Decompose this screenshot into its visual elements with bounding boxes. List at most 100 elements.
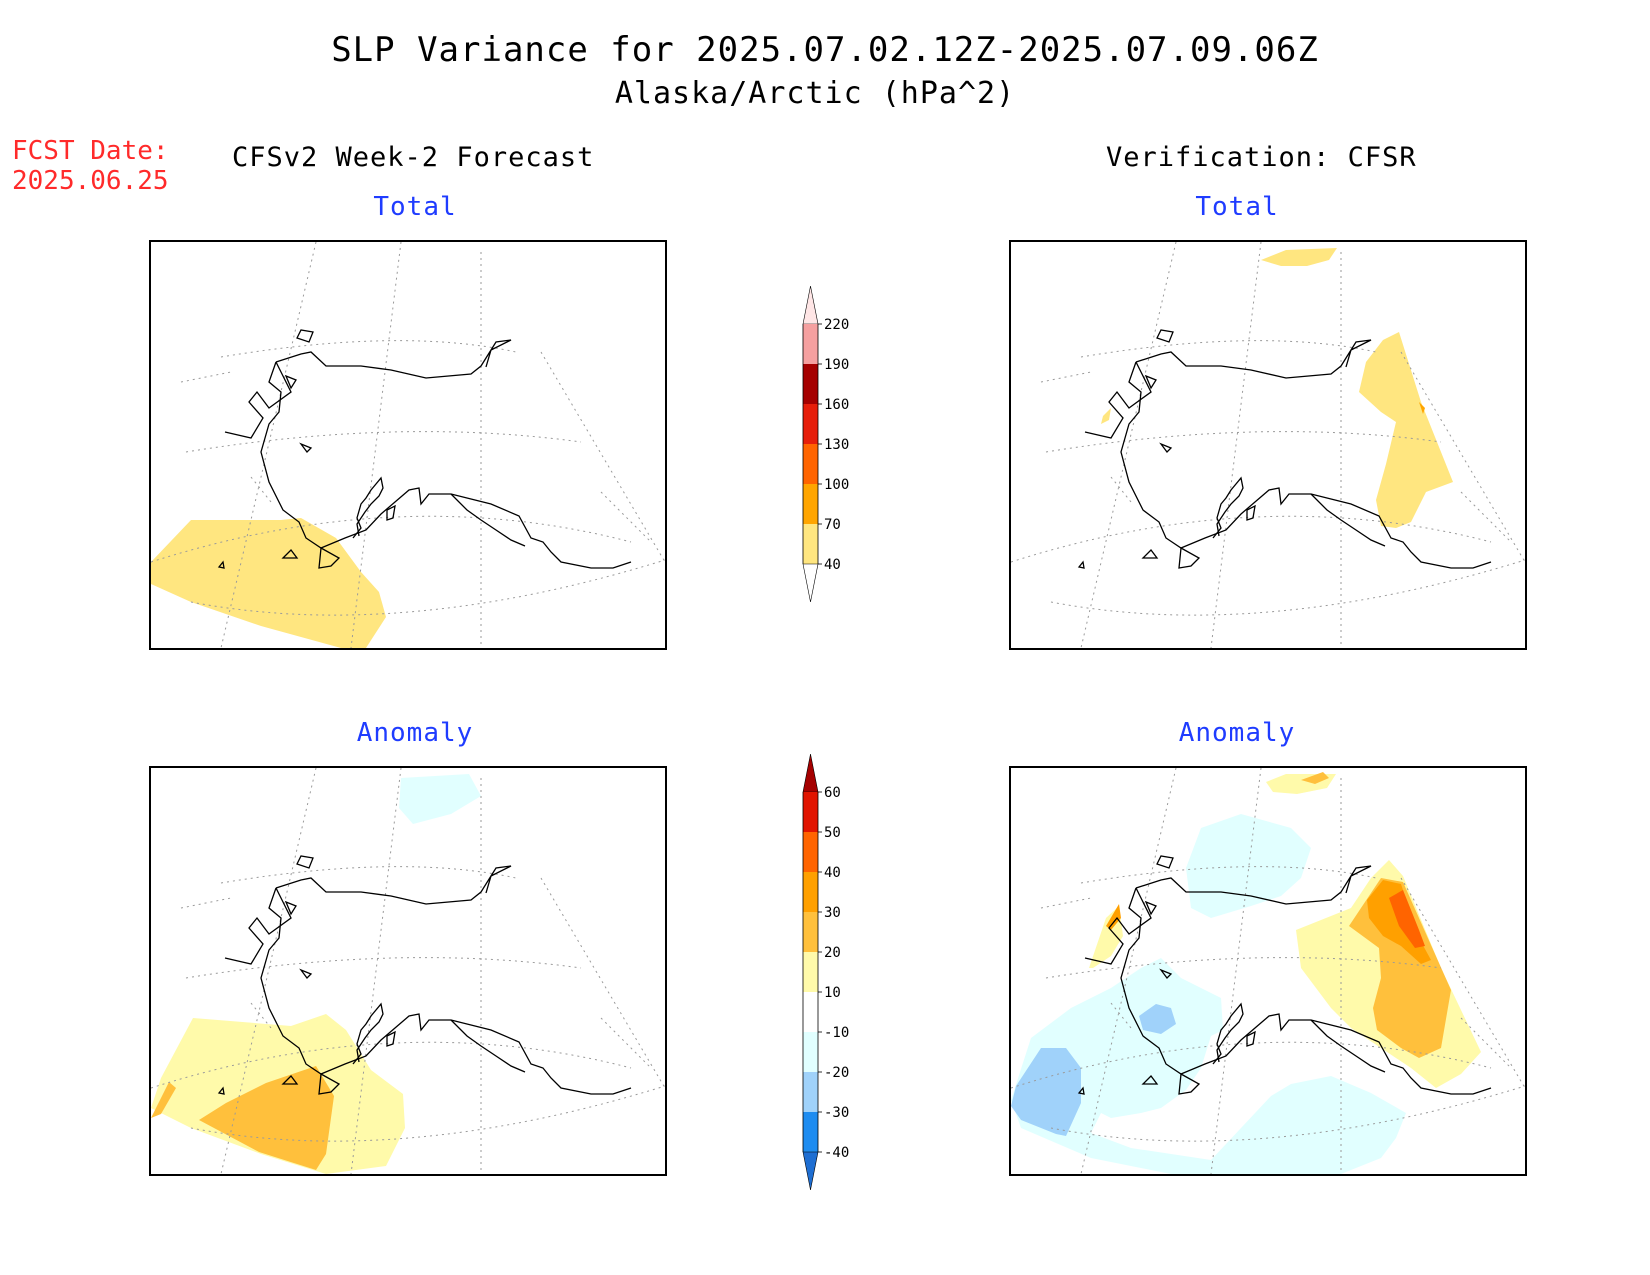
fcst-date-label: FCST Date:: [12, 136, 169, 166]
colorbar-label: 50: [824, 825, 841, 841]
coastline-segment: [1077, 560, 1085, 569]
coastline-segment: [352, 476, 384, 539]
forecast-total-title: Total: [373, 192, 457, 222]
colorbar-swatch: [803, 484, 818, 524]
colorbar-swatch: [803, 524, 818, 564]
coastline-segment: [1159, 968, 1173, 979]
graticule-lines: [151, 768, 665, 1174]
verification-column-heading: Verification: CFSR: [1106, 142, 1417, 173]
anomaly-20-30-west: [151, 1082, 176, 1118]
colorbar-label: -40: [824, 1145, 849, 1161]
coastline-segment: [275, 339, 512, 379]
coastline-segment: [1135, 865, 1372, 905]
coastline-segment: [281, 1075, 299, 1085]
colorbar-swatch: [803, 1072, 818, 1112]
colorbar-label: 190: [824, 357, 849, 373]
coastline-segment: [1246, 504, 1256, 521]
plot-title: SLP Variance for 2025.07.02.12Z-2025.07.…: [331, 30, 1319, 70]
coastline-segment: [299, 442, 313, 453]
coastline-segment: [1156, 329, 1174, 343]
coastline-segment: [224, 361, 292, 439]
coastline: [1077, 855, 1492, 1095]
colorbar-label: -10: [824, 1025, 849, 1041]
colorbar-label: -30: [824, 1105, 849, 1121]
graticule-line: [1080, 340, 1377, 358]
graticule-line: [1040, 897, 1092, 909]
coastline-segment: [217, 1086, 225, 1095]
coastline-segment: [1246, 1030, 1256, 1047]
coastline-segment: [1156, 855, 1174, 869]
coastline-segment: [318, 546, 341, 569]
coastline-segment: [284, 900, 297, 916]
coastline-segment: [1084, 361, 1152, 439]
coastline: [217, 329, 632, 569]
colorbar-label: -20: [824, 1065, 849, 1081]
colorbar-swatch: [803, 832, 818, 872]
shaded-variance-region: [1101, 248, 1453, 528]
graticule-line: [350, 768, 402, 1174]
coastline-segment: [1120, 361, 1492, 569]
anomaly-minus20-minus30-center: [1139, 1004, 1176, 1034]
coastline-segment: [224, 887, 292, 965]
coastline-segment: [260, 887, 632, 1095]
shaded-variance-region: [151, 518, 386, 648]
colorbar-label: 20: [824, 945, 841, 961]
variance-70-100-sliver: [1419, 402, 1425, 414]
forecast-column-heading: CFSv2 Week-2 Forecast: [232, 142, 595, 173]
colorbar-swatch: [803, 992, 818, 1032]
graticule-line: [1400, 351, 1525, 563]
coastline-segment: [281, 549, 299, 559]
colorbar-swatch: [803, 404, 818, 444]
anomaly-20-30-west: [1106, 904, 1121, 930]
colorbar-label: 40: [824, 865, 841, 881]
verification-total-map: [1009, 240, 1527, 650]
colorbar-swatch: [803, 1112, 818, 1152]
coastline-segment: [275, 865, 512, 905]
graticule-lines: [1011, 768, 1525, 1174]
coastline-segment: [217, 560, 225, 569]
coastline-segment: [450, 493, 526, 547]
coastline-segment: [260, 361, 632, 569]
graticule-line: [600, 1017, 652, 1069]
shaded-anomaly-region: [1011, 772, 1481, 1174]
anomaly-20-30-region: [199, 1066, 334, 1170]
coastline-segment: [1135, 339, 1372, 379]
anomaly-40-50-east: [1389, 890, 1425, 948]
coastline-segment: [296, 855, 314, 869]
coastline-segment: [1178, 546, 1201, 569]
variance-40-70-region-north: [1261, 248, 1337, 266]
coastline-segment: [1212, 1002, 1244, 1065]
colorbar-upper-end: [802, 285, 819, 325]
coastline-segment: [1077, 1086, 1085, 1095]
coastline-segment: [1159, 442, 1173, 453]
anomaly-20-30-north: [1301, 772, 1329, 784]
colorbar-label: 220: [824, 317, 849, 333]
coastline-segment: [1144, 374, 1157, 390]
colorbar-anomaly: -40 -30 -20 -10 10 20 30 40 50 60: [802, 753, 849, 1191]
coastline-segment: [1141, 1075, 1159, 1085]
forecast-total-map: [149, 240, 667, 650]
colorbar-label: 30: [824, 905, 841, 921]
colorbar-swatch: [803, 952, 818, 992]
fcst-date-value: 2025.06.25: [12, 166, 169, 196]
coastline-segment: [386, 504, 396, 521]
graticule-line: [350, 242, 402, 648]
coastline-segment: [1144, 900, 1157, 916]
coastline-segment: [299, 968, 313, 979]
graticule-line: [1045, 431, 1442, 453]
colorbar-lower-end: [802, 1151, 819, 1191]
graticule-lines: [1011, 242, 1525, 648]
anomaly-minus10-minus20-region: [399, 774, 481, 824]
graticule-line: [600, 491, 652, 543]
verification-anomaly-title: Anomaly: [1178, 718, 1296, 748]
anomaly-minus10-minus20-north: [1186, 814, 1311, 918]
colorbar-lower-end: [802, 563, 819, 603]
colorbar-label: 130: [824, 437, 849, 453]
coastline-segment: [450, 1019, 526, 1073]
colorbar-label: 70: [824, 517, 841, 533]
colorbar-label: 40: [824, 557, 841, 573]
colorbar-swatch: [803, 444, 818, 484]
graticule-line: [1011, 1041, 1492, 1089]
graticule-line: [151, 1041, 632, 1089]
graticule-line: [1080, 866, 1377, 884]
